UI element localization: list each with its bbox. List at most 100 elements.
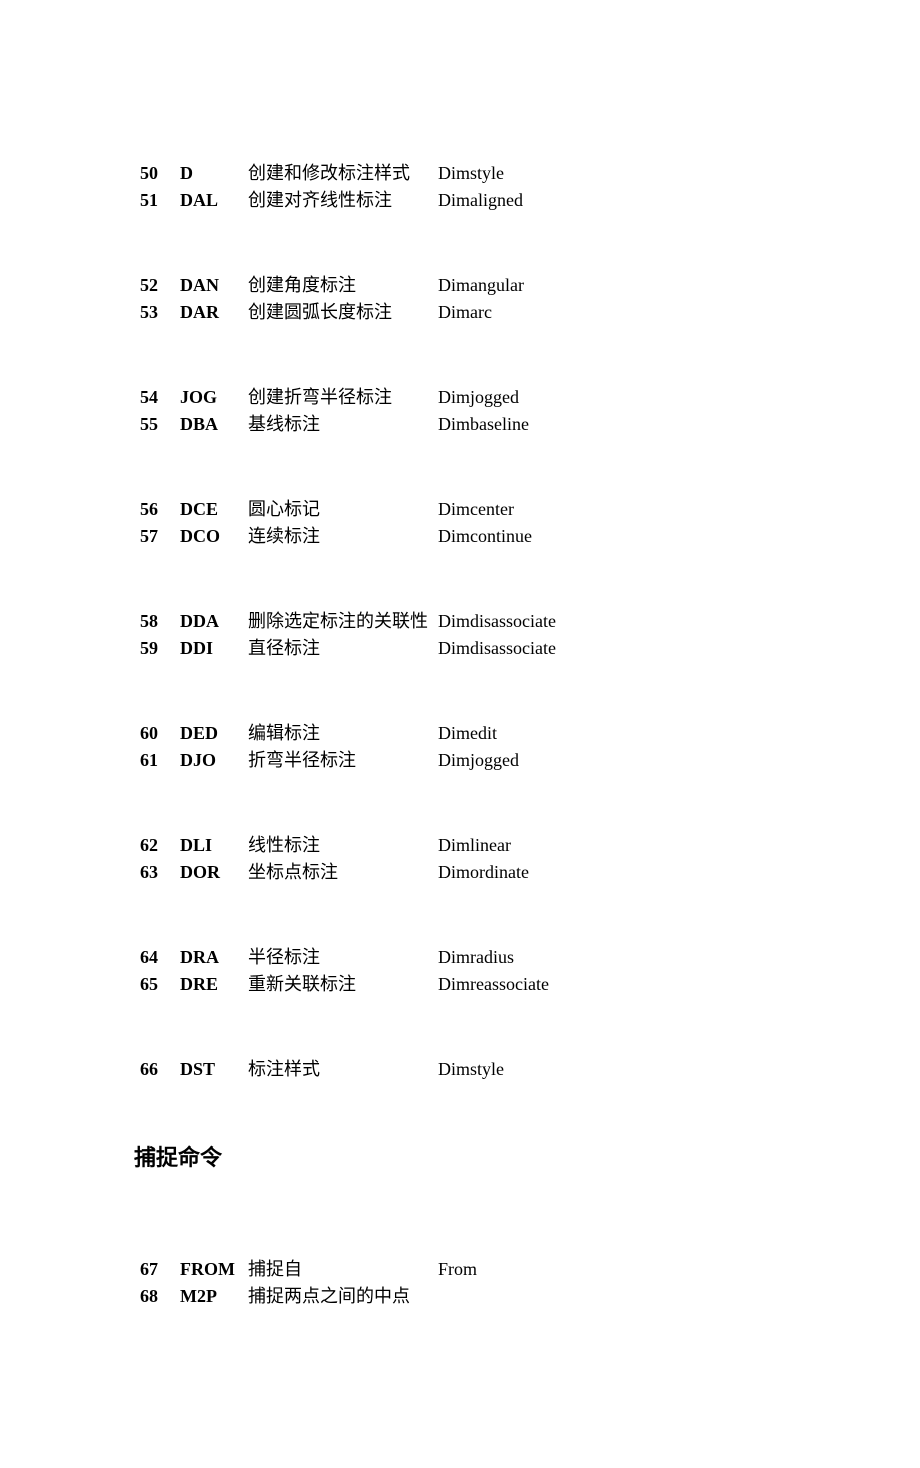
command-full-name: Dimbaseline bbox=[438, 411, 780, 438]
row-number: 64 bbox=[140, 944, 180, 971]
command-group: 60DED编辑标注Dimedit61DJO折弯半径标注Dimjogged bbox=[140, 720, 780, 774]
command-alias: DAR bbox=[180, 299, 248, 326]
document-body: 50D创建和修改标注样式Dimstyle51DAL创建对齐线性标注Dimalig… bbox=[140, 160, 780, 1310]
command-row: 51DAL创建对齐线性标注Dimaligned bbox=[140, 187, 780, 214]
row-number: 68 bbox=[140, 1283, 180, 1310]
command-description: 编辑标注 bbox=[248, 720, 438, 747]
command-alias: DED bbox=[180, 720, 248, 747]
command-alias: DBA bbox=[180, 411, 248, 438]
row-number: 57 bbox=[140, 523, 180, 550]
command-full-name: Dimdisassociate bbox=[438, 635, 780, 662]
command-alias: DOR bbox=[180, 859, 248, 886]
row-number: 61 bbox=[140, 747, 180, 774]
command-alias: DDI bbox=[180, 635, 248, 662]
row-number: 53 bbox=[140, 299, 180, 326]
command-full-name: Dimradius bbox=[438, 944, 780, 971]
command-full-name: Dimreassociate bbox=[438, 971, 780, 998]
command-group: 66DST标注样式Dimstyle bbox=[140, 1056, 780, 1083]
command-description: 半径标注 bbox=[248, 944, 438, 971]
command-full-name: Dimstyle bbox=[438, 1056, 780, 1083]
command-alias: DRE bbox=[180, 971, 248, 998]
command-alias: DJO bbox=[180, 747, 248, 774]
command-row: 54JOG创建折弯半径标注Dimjogged bbox=[140, 384, 780, 411]
command-full-name: Dimcontinue bbox=[438, 523, 780, 550]
command-alias: FROM bbox=[180, 1256, 248, 1283]
command-alias: DDA bbox=[180, 608, 248, 635]
row-number: 52 bbox=[140, 272, 180, 299]
command-full-name: Dimangular bbox=[438, 272, 780, 299]
row-number: 55 bbox=[140, 411, 180, 438]
command-row: 56DCE圆心标记Dimcenter bbox=[140, 496, 780, 523]
command-description: 连续标注 bbox=[248, 523, 438, 550]
row-number: 65 bbox=[140, 971, 180, 998]
row-number: 54 bbox=[140, 384, 180, 411]
command-alias: DST bbox=[180, 1056, 248, 1083]
command-full-name: Dimjogged bbox=[438, 747, 780, 774]
command-full-name: Dimarc bbox=[438, 299, 780, 326]
command-row: 65DRE重新关联标注Dimreassociate bbox=[140, 971, 780, 998]
command-description: 创建和修改标注样式 bbox=[248, 160, 438, 187]
command-row: 50D创建和修改标注样式Dimstyle bbox=[140, 160, 780, 187]
command-row: 64DRA半径标注Dimradius bbox=[140, 944, 780, 971]
command-description: 删除选定标注的关联性 bbox=[248, 608, 438, 635]
command-alias: DCE bbox=[180, 496, 248, 523]
row-number: 51 bbox=[140, 187, 180, 214]
command-description: 捕捉两点之间的中点 bbox=[248, 1283, 438, 1310]
command-alias: DRA bbox=[180, 944, 248, 971]
command-row: 59DDI直径标注Dimdisassociate bbox=[140, 635, 780, 662]
command-group: 64DRA半径标注Dimradius65DRE重新关联标注Dimreassoci… bbox=[140, 944, 780, 998]
command-description: 基线标注 bbox=[248, 411, 438, 438]
command-full-name: Dimedit bbox=[438, 720, 780, 747]
command-description: 直径标注 bbox=[248, 635, 438, 662]
command-description: 创建圆弧长度标注 bbox=[248, 299, 438, 326]
command-row: 52DAN创建角度标注Dimangular bbox=[140, 272, 780, 299]
command-row: 60DED编辑标注Dimedit bbox=[140, 720, 780, 747]
row-number: 59 bbox=[140, 635, 180, 662]
command-alias: JOG bbox=[180, 384, 248, 411]
command-full-name: Dimcenter bbox=[438, 496, 780, 523]
row-number: 62 bbox=[140, 832, 180, 859]
command-alias: M2P bbox=[180, 1283, 248, 1310]
command-group: 56DCE圆心标记Dimcenter57DCO连续标注Dimcontinue bbox=[140, 496, 780, 550]
command-group: 50D创建和修改标注样式Dimstyle51DAL创建对齐线性标注Dimalig… bbox=[140, 160, 780, 214]
section-heading: 捕捉命令 bbox=[134, 1141, 780, 1174]
row-number: 60 bbox=[140, 720, 180, 747]
command-group: 62DLI线性标注Dimlinear63DOR坐标点标注Dimordinate bbox=[140, 832, 780, 886]
row-number: 56 bbox=[140, 496, 180, 523]
command-description: 标注样式 bbox=[248, 1056, 438, 1083]
row-number: 67 bbox=[140, 1256, 180, 1283]
command-description: 折弯半径标注 bbox=[248, 747, 438, 774]
command-row: 53DAR创建圆弧长度标注Dimarc bbox=[140, 299, 780, 326]
command-alias: DLI bbox=[180, 832, 248, 859]
command-full-name: Dimjogged bbox=[438, 384, 780, 411]
command-alias: DCO bbox=[180, 523, 248, 550]
command-group: 52DAN创建角度标注Dimangular53DAR创建圆弧长度标注Dimarc bbox=[140, 272, 780, 326]
row-number: 50 bbox=[140, 160, 180, 187]
command-group: 54JOG创建折弯半径标注Dimjogged55DBA基线标注Dimbaseli… bbox=[140, 384, 780, 438]
command-description: 创建折弯半径标注 bbox=[248, 384, 438, 411]
command-row: 66DST标注样式Dimstyle bbox=[140, 1056, 780, 1083]
command-full-name: Dimdisassociate bbox=[438, 608, 780, 635]
command-full-name: Dimordinate bbox=[438, 859, 780, 886]
command-description: 线性标注 bbox=[248, 832, 438, 859]
row-number: 58 bbox=[140, 608, 180, 635]
command-description: 创建对齐线性标注 bbox=[248, 187, 438, 214]
command-full-name: Dimstyle bbox=[438, 160, 780, 187]
command-row: 68M2P捕捉两点之间的中点 bbox=[140, 1283, 780, 1310]
command-full-name: From bbox=[438, 1256, 780, 1283]
row-number: 66 bbox=[140, 1056, 180, 1083]
command-description: 捕捉自 bbox=[248, 1256, 438, 1283]
command-description: 坐标点标注 bbox=[248, 859, 438, 886]
command-description: 创建角度标注 bbox=[248, 272, 438, 299]
command-row: 63DOR坐标点标注Dimordinate bbox=[140, 859, 780, 886]
command-alias: DAL bbox=[180, 187, 248, 214]
command-row: 62DLI线性标注Dimlinear bbox=[140, 832, 780, 859]
command-full-name: Dimlinear bbox=[438, 832, 780, 859]
command-alias: DAN bbox=[180, 272, 248, 299]
command-description: 重新关联标注 bbox=[248, 971, 438, 998]
command-row: 57DCO连续标注Dimcontinue bbox=[140, 523, 780, 550]
command-row: 55DBA基线标注Dimbaseline bbox=[140, 411, 780, 438]
command-full-name: Dimaligned bbox=[438, 187, 780, 214]
command-row: 61DJO折弯半径标注Dimjogged bbox=[140, 747, 780, 774]
command-alias: D bbox=[180, 160, 248, 187]
